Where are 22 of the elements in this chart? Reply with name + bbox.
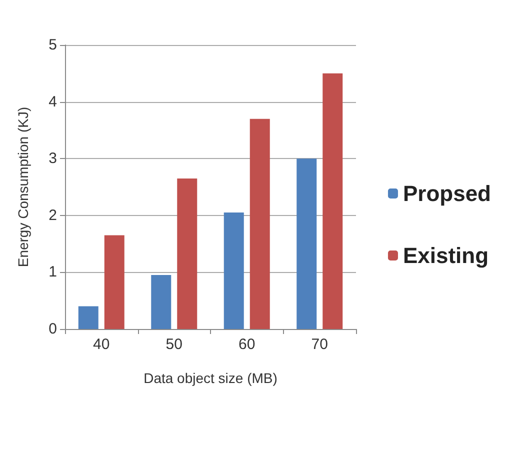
legend-label: Propsed xyxy=(402,181,492,206)
bar xyxy=(151,275,172,329)
x-axis-title: Data object size (MB) xyxy=(144,370,278,386)
y-axis-title: Energy Consumption (KJ) xyxy=(15,106,31,268)
bar xyxy=(177,178,198,329)
bar xyxy=(296,158,317,329)
y-tick-label: 1 xyxy=(48,264,57,281)
bar xyxy=(322,73,343,329)
bar xyxy=(104,235,124,329)
bar xyxy=(78,306,98,329)
x-tick-label: 70 xyxy=(311,336,328,353)
x-tick-label: 50 xyxy=(166,336,182,353)
y-tick-label: 4 xyxy=(48,93,57,110)
bar xyxy=(250,118,270,329)
y-tick-label: 5 xyxy=(48,36,57,54)
y-tick-label: 2 xyxy=(48,206,57,224)
x-tick-label: 40 xyxy=(93,336,110,353)
y-tick-label: 0 xyxy=(48,320,57,338)
y-tick-label: 3 xyxy=(48,150,57,168)
x-tick-label: 60 xyxy=(238,336,256,353)
legend-label: Existing xyxy=(402,243,489,268)
bar xyxy=(224,212,244,329)
